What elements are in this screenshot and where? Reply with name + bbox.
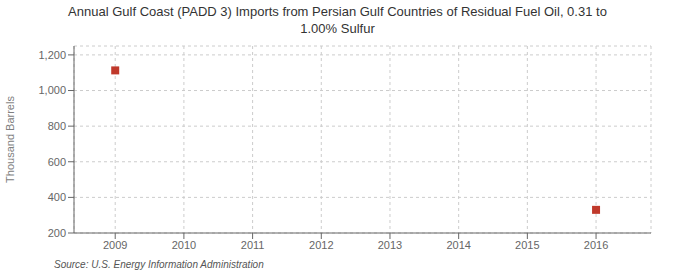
svg-text:1,000: 1,000 <box>38 84 66 96</box>
svg-text:1,200: 1,200 <box>38 49 66 61</box>
svg-text:2010: 2010 <box>172 239 196 251</box>
svg-text:400: 400 <box>48 191 66 203</box>
svg-text:2015: 2015 <box>515 239 539 251</box>
svg-text:2009: 2009 <box>103 239 127 251</box>
svg-text:800: 800 <box>48 120 66 132</box>
svg-text:Thousand Barrels: Thousand Barrels <box>8 96 16 183</box>
svg-text:2013: 2013 <box>378 239 402 251</box>
svg-text:2014: 2014 <box>446 239 470 251</box>
svg-text:2016: 2016 <box>584 239 608 251</box>
svg-text:600: 600 <box>48 156 66 168</box>
html-text:Annual Gulf Coast (PADD 3) Imp: Annual Gulf Coast (PADD 3) Imports from … <box>68 4 607 36</box>
svg-text:2011: 2011 <box>241 239 265 251</box>
html-text:Source: U.S. Energy Informatio: Source: U.S. Energy Information Administ… <box>54 259 264 270</box>
svg-text:200: 200 <box>48 227 66 239</box>
svg-text:2012: 2012 <box>309 239 333 251</box>
